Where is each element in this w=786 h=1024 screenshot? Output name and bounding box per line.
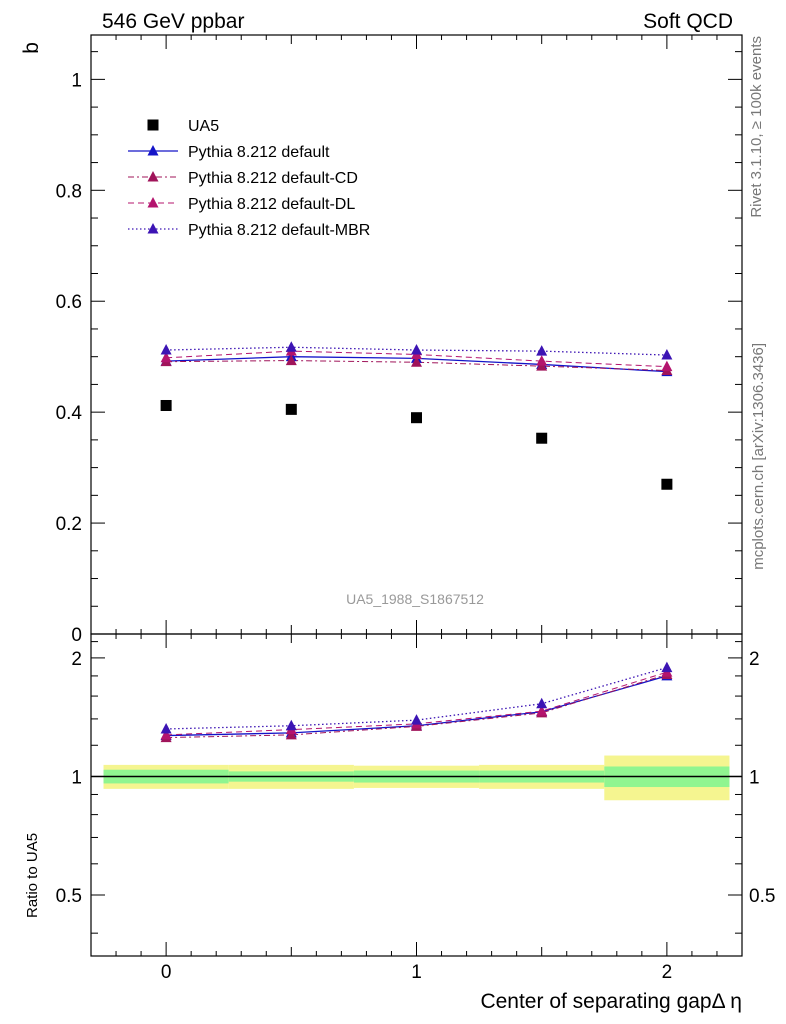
header-left: 546 GeV ppbar — [102, 10, 244, 33]
legend-label-data: UA5 — [188, 118, 219, 135]
legend-label-2: Pythia 8.212 default-DL — [188, 196, 355, 213]
y-tick-label: 0.4 — [56, 403, 83, 424]
legend-marker-0 — [147, 145, 159, 156]
legend-marker-data — [147, 119, 159, 131]
ua5-data-point — [536, 432, 548, 444]
ua5-data-point — [160, 399, 172, 411]
ratio-marker-3 — [285, 719, 297, 731]
ua5-data-point — [661, 478, 673, 490]
series-marker-2 — [661, 360, 673, 372]
x-tick-label: 1 — [411, 962, 422, 983]
y-tick-label: 0.6 — [56, 292, 82, 313]
ratio-tick-label-left: 2 — [71, 649, 82, 670]
y-axis-label: b — [20, 42, 43, 54]
series-line-3 — [166, 346, 667, 356]
legend-marker-3 — [147, 223, 159, 234]
analysis-watermark: UA5_1988_S1867512 — [346, 591, 484, 607]
series-marker-1 — [285, 354, 297, 366]
ratio-marker-3 — [661, 661, 673, 673]
ratio-marker-3 — [536, 697, 548, 709]
ratio-line-1 — [166, 674, 668, 739]
ratio-tick-label-right: 0.5 — [749, 886, 775, 907]
header-right: Soft QCD — [643, 10, 733, 33]
ratio-marker-3 — [160, 722, 172, 734]
legend-label-0: Pythia 8.212 default — [188, 144, 330, 161]
y-tick-label: 1 — [71, 70, 82, 91]
ratio-marker-1 — [285, 728, 297, 740]
ratio-tick-label-right: 2 — [749, 649, 760, 670]
x-axis-label: Center of separating gapΔ η — [480, 990, 742, 1013]
ratio-marker-2 — [536, 705, 548, 716]
ratio-tick-label-left: 1 — [71, 767, 82, 788]
ratio-marker-2 — [160, 728, 172, 740]
ratio-line-3 — [166, 666, 668, 730]
y-tick-label: 0.8 — [56, 181, 82, 202]
ua5-data-point — [285, 403, 297, 415]
series-marker-3 — [661, 349, 673, 360]
ratio-tick-label-right: 1 — [749, 767, 760, 788]
legend-label-3: Pythia 8.212 default-MBR — [188, 222, 370, 239]
series-marker-3 — [160, 344, 172, 355]
series-marker-2 — [536, 355, 548, 366]
series-marker-2 — [160, 351, 172, 363]
y-tick-label: 0 — [71, 625, 82, 646]
ua5-data-point — [411, 412, 422, 424]
x-tick-label: 0 — [161, 962, 172, 983]
y-tick-label: 0.2 — [56, 514, 82, 535]
legend-marker-1 — [147, 171, 159, 182]
mcplots-credit-label: mcplots.cern.ch [arXiv:1306.3436] — [750, 343, 767, 570]
series-marker-3 — [285, 341, 297, 352]
ratio-marker-3 — [411, 714, 422, 725]
series-marker-3 — [536, 345, 548, 356]
legend-label-1: Pythia 8.212 default-CD — [188, 170, 358, 187]
series-marker-1 — [411, 356, 422, 367]
rivet-version-label: Rivet 3.1.10, ≥ 100k events — [748, 36, 765, 218]
series-marker-3 — [411, 344, 422, 355]
ratio-tick-label-left: 0.5 — [56, 886, 82, 907]
ratio-axis-label: Ratio to UA5 — [24, 833, 41, 918]
legend-marker-2 — [147, 197, 159, 208]
x-tick-label: 2 — [662, 962, 673, 983]
